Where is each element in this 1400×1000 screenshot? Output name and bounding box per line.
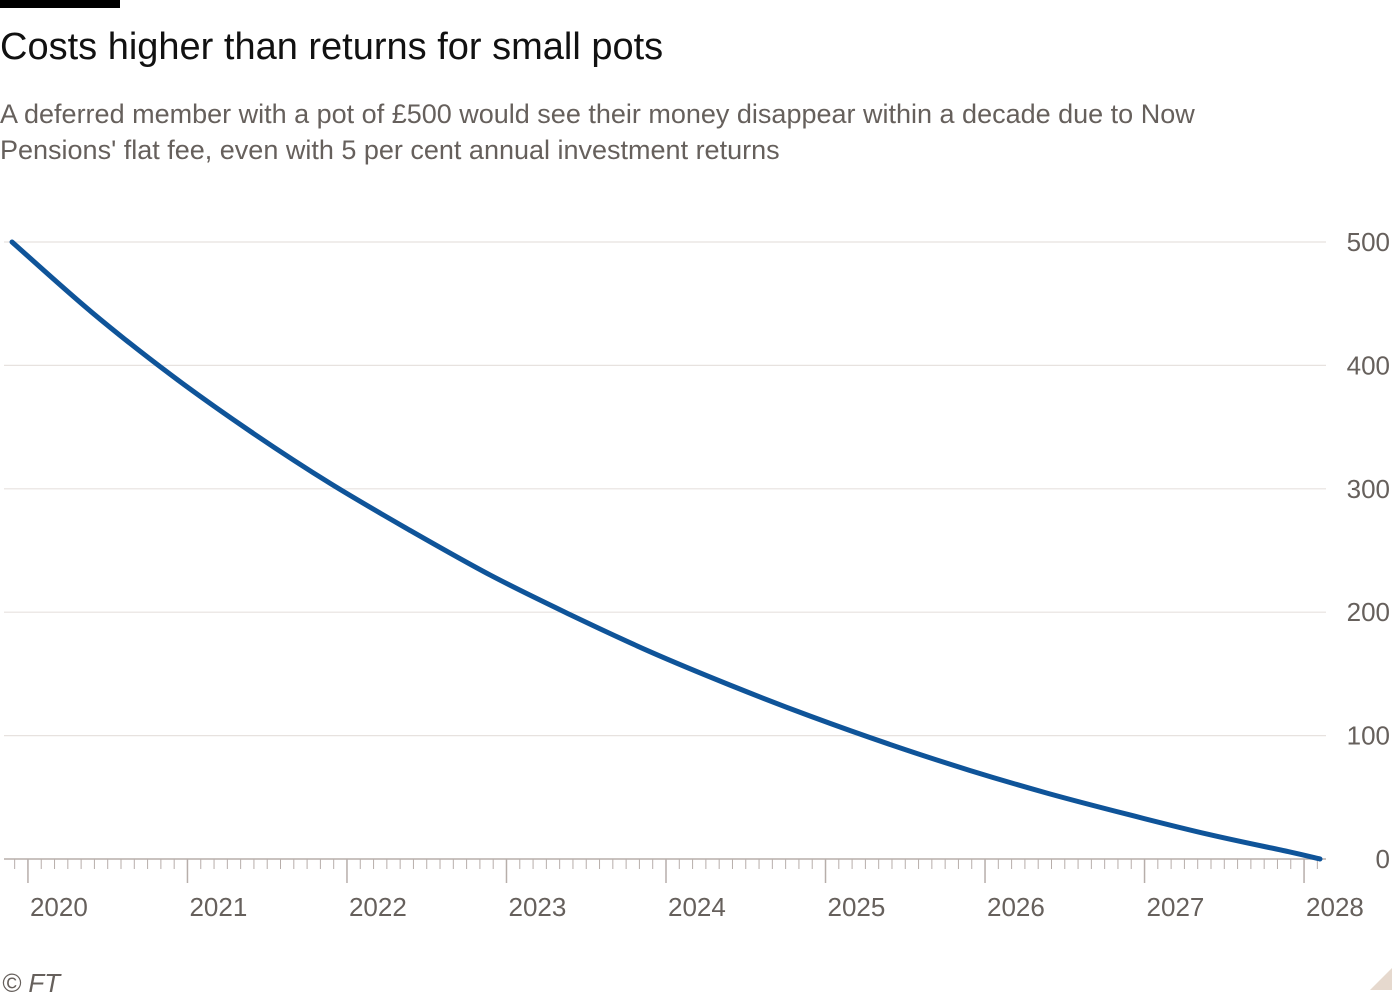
y-tick-label: 0	[1376, 844, 1390, 874]
source-credit: © FT	[2, 968, 61, 998]
y-tick-label: 500	[1347, 227, 1390, 257]
x-tick-label: 2021	[189, 892, 247, 922]
brand-bar	[0, 0, 120, 8]
chart-title: Costs higher than returns for small pots	[0, 26, 664, 68]
x-tick-label: 2023	[508, 892, 566, 922]
x-tick-label: 2022	[349, 892, 407, 922]
y-tick-label: 400	[1347, 350, 1390, 380]
y-axis: 0 100 200 300 400 500	[1347, 227, 1390, 874]
y-tick-label: 100	[1347, 721, 1390, 751]
corner-mark	[1370, 968, 1392, 990]
x-tick-label: 2027	[1147, 892, 1205, 922]
y-tick-label: 300	[1347, 474, 1390, 504]
x-axis: 2020 2021 2022 2023 2024 2025 2026 2027 2028	[4, 858, 1364, 922]
series-layer	[9, 239, 1323, 862]
y-tick-label: 200	[1347, 597, 1390, 627]
x-tick-label: 2026	[987, 892, 1045, 922]
series-line-0	[9, 239, 1323, 862]
x-tick-label: 2025	[828, 892, 886, 922]
chart-subtitle: A deferred member with a pot of £500 wou…	[0, 99, 1195, 165]
gridlines	[4, 241, 1326, 737]
x-tick-label: 2020	[30, 892, 88, 922]
x-tick-label: 2024	[668, 892, 726, 922]
x-tick-label: 2028	[1306, 892, 1364, 922]
